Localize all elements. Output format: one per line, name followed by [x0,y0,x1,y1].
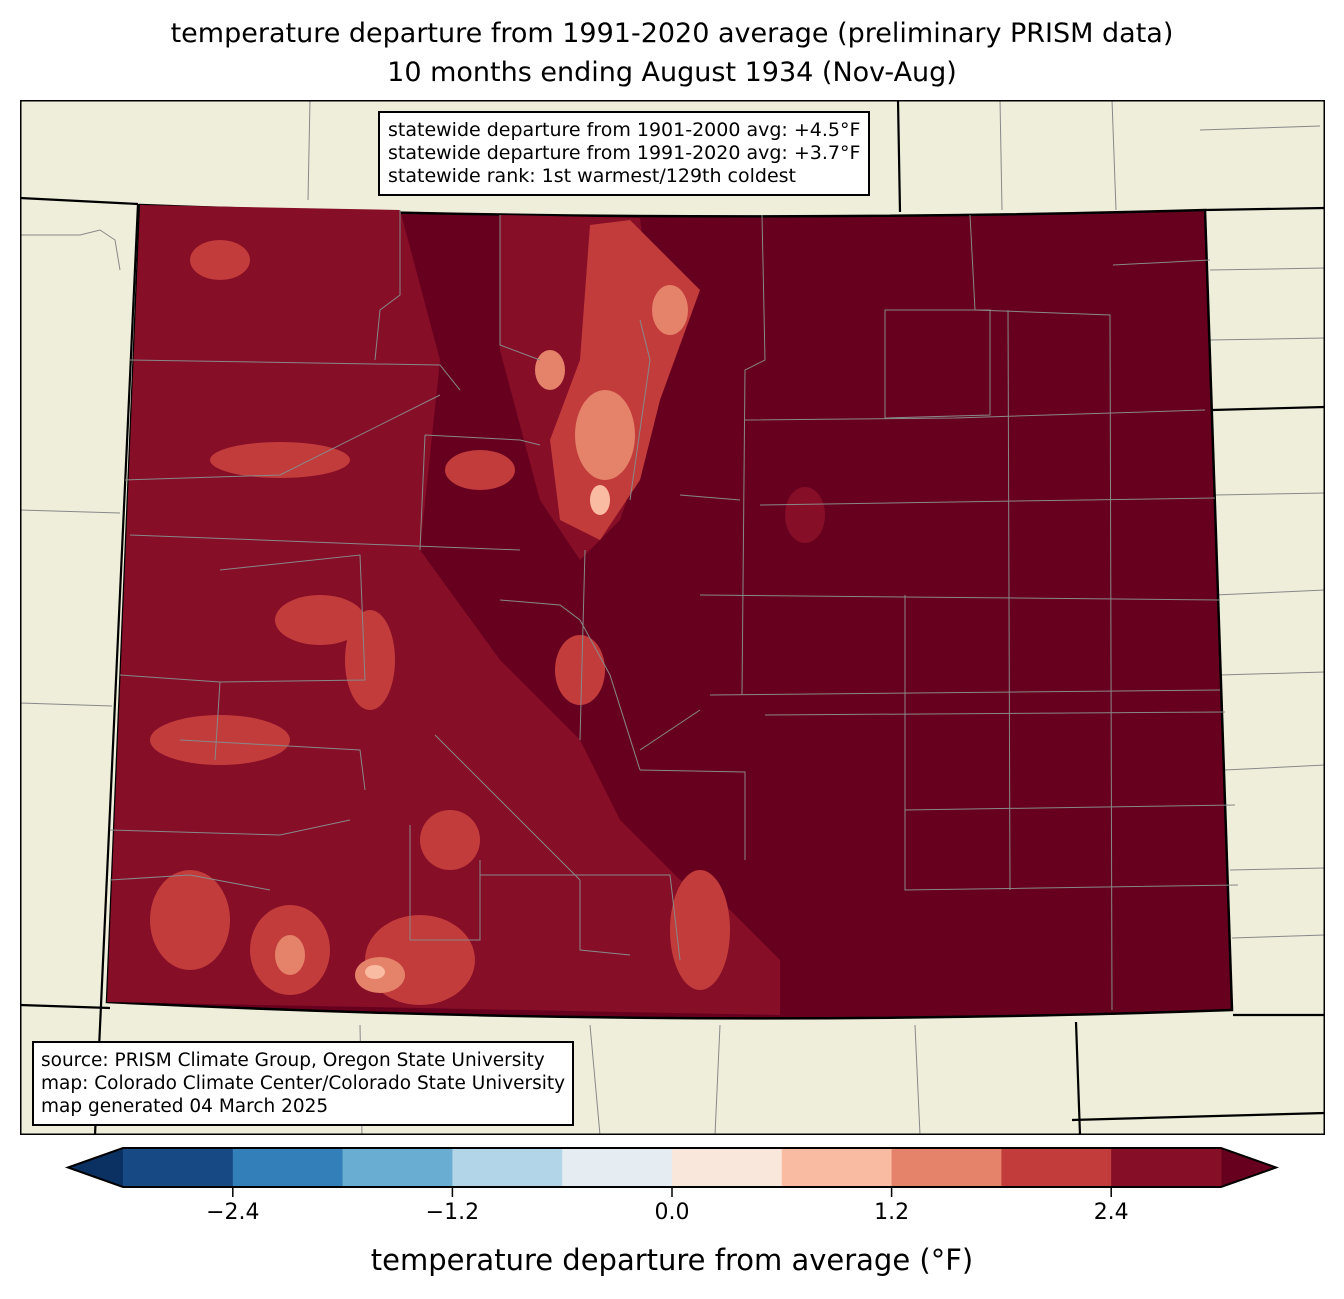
colorbar-tick-label: −1.2 [425,1200,480,1225]
colorbar-segment [672,1148,783,1187]
map-title-line-2: 10 months ending August 1934 (Nov-Aug) [387,57,957,88]
state-borders [20,100,1325,1135]
county-lines [109,210,1239,1011]
colorbar-segment [342,1148,453,1187]
colorbar-tick-label: 0.0 [654,1200,690,1225]
colorbar-segment [452,1148,563,1187]
colorbar-tick-label: 1.2 [874,1200,910,1225]
map-title-line-1: temperature departure from 1991-2020 ave… [170,18,1174,49]
map-credit-line: map: Colorado Climate Center/Colorado St… [41,1073,566,1094]
source-line: source: PRISM Climate Group, Oregon Stat… [41,1050,545,1071]
colorbar-segment [232,1148,344,1187]
stats-departure-1901-2000: statewide departure from 1901-2000 avg: … [388,119,861,141]
generated-date-line: map generated 04 March 2025 [41,1096,329,1117]
colorbar-over-extension [1221,1148,1276,1187]
colorbar-segment [562,1148,673,1187]
colorbar [65,1147,1279,1197]
colorbar-segment [781,1148,893,1187]
warm-anomaly-0.6-zone [365,485,610,979]
stats-rank: statewide rank: 1st warmest/129th coldes… [388,165,797,187]
colorbar-tick-label: 2.4 [1093,1200,1129,1225]
colorado-temperature-map [20,100,1325,1135]
stats-departure-1991-2020: statewide departure from 1991-2020 avg: … [388,142,861,164]
statewide-stats-box: statewide departure from 1901-2000 avg: … [378,111,871,196]
colorbar-under-extension [68,1148,123,1187]
colorbar-segment [123,1148,234,1187]
colorado-state [105,203,1239,1020]
warm-anomaly-1.2-zone [275,285,688,993]
colorbar-segment [1001,1148,1112,1187]
colorbar-segment [1111,1148,1222,1187]
colorbar-label: temperature departure from average (°F) [370,1243,974,1277]
colorbar-tick-label: −2.4 [206,1200,260,1225]
source-box: source: PRISM Climate Group, Oregon Stat… [32,1041,575,1126]
colorbar-outline [65,1147,1279,1188]
map-frame [20,100,1325,1135]
colorbar-segment [891,1148,1002,1187]
